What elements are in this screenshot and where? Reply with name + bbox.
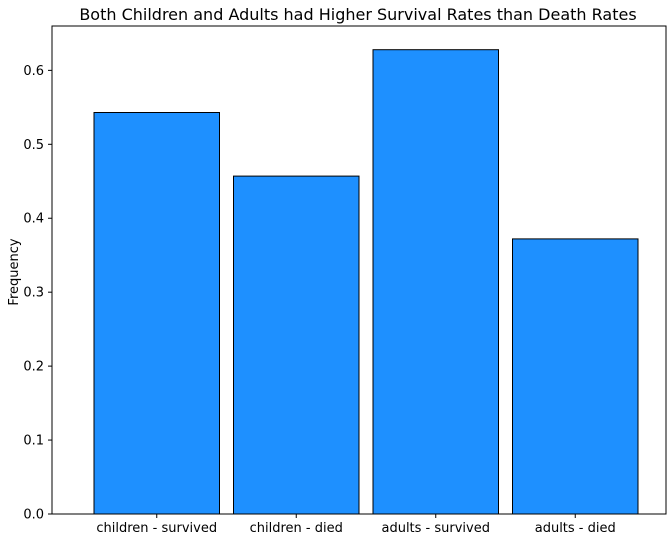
y-tick-label-1: 0.1 [23,434,44,449]
y-tick-label-3: 0.3 [23,286,44,301]
bar-1 [233,175,360,515]
x-tick-label-3: adults - died [535,521,616,536]
bars-layer [93,49,639,515]
y-tick-label-6: 0.6 [23,64,44,79]
y-tick-label-4: 0.4 [23,212,44,227]
bar-0 [93,112,220,515]
plot-frame [51,25,667,515]
y-axis-label: Frequency [7,238,22,305]
x-tick-label-0: children - survived [96,521,217,536]
x-tick-label-1: children - died [250,521,343,536]
bar-2 [372,49,499,515]
y-tick-label-5: 0.5 [23,138,44,153]
bar-3 [512,238,639,515]
x-tick-label-2: adults - survived [381,521,490,536]
chart-title: Both Children and Adults had Higher Surv… [79,5,636,24]
x-axis-ticks: children - survived children - died adults… [96,514,616,536]
y-tick-label-2: 0.2 [23,360,44,375]
y-axis-ticks: 0.0 0.1 0.2 0.3 0.4 0.5 0.6 [23,64,52,523]
y-tick-label-0: 0.0 [23,508,44,523]
